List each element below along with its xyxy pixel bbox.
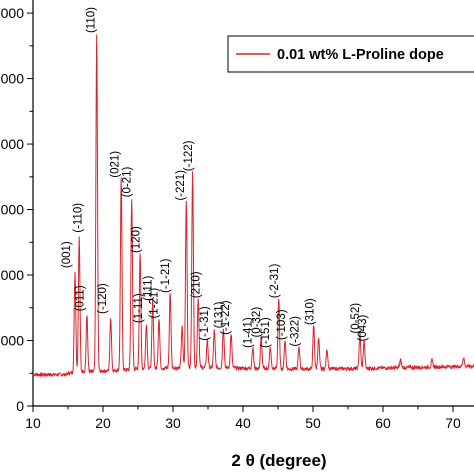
- legend-entry-0: 0.01 wt% L-Proline dope: [277, 47, 444, 63]
- y-tick-label: 000: [1, 333, 25, 349]
- x-tick-label: 70: [445, 415, 461, 431]
- peak-label: (120): [130, 226, 142, 253]
- x-tick-label: 40: [235, 415, 251, 431]
- peak-label: (1-21): [149, 288, 161, 319]
- peak-label: (001): [61, 241, 73, 268]
- peak-label: (-103): [276, 309, 288, 340]
- x-axis-title: 2 θ (degree): [231, 451, 326, 470]
- x-tick-label: 60: [375, 415, 391, 431]
- peak-label: (131): [214, 301, 226, 328]
- peak-label: (0-21): [121, 167, 133, 198]
- peak-label: (-151): [260, 317, 272, 348]
- x-tick-label: 20: [95, 415, 111, 431]
- series-group: [32, 34, 474, 378]
- peak-annotation-group: (001) (-110) (011) (110) (-120) (021)(0-21) (1…: [61, 7, 369, 348]
- y-tick-label: 0: [16, 398, 24, 414]
- axes: [32, 0, 474, 407]
- y-tick-label: 000: [1, 5, 25, 21]
- peak-label: (1-41): [242, 317, 254, 348]
- peak-label: (210): [191, 271, 203, 298]
- peak-label: (043): [357, 314, 369, 341]
- y-tick-label: 000: [1, 71, 25, 87]
- y-tick-label: 000: [1, 202, 25, 218]
- peak-label: (-110): [72, 203, 84, 233]
- peak-label: (-2-31): [269, 264, 281, 299]
- peak-label: (111): [142, 276, 154, 301]
- peak-label: (-122): [183, 140, 195, 171]
- peak-label: (-1-31): [199, 306, 211, 341]
- peak-label: (-322): [289, 316, 301, 347]
- peak-label: (-120): [97, 283, 109, 314]
- y-tick-label: 000: [1, 136, 25, 152]
- peak-label: (-1-21): [160, 258, 172, 293]
- peak-label: (0-52): [350, 303, 362, 334]
- legend: 0.01 wt% L-Proline dope: [227, 35, 474, 73]
- x-tick-label: 10: [25, 415, 41, 431]
- peak-label: (-221): [175, 170, 187, 201]
- peak-label: (-1-22): [220, 300, 232, 335]
- x-tick-label: 50: [305, 415, 321, 431]
- y-tick-label: 000: [1, 267, 25, 283]
- peak-label: (0-32): [251, 307, 263, 338]
- series-line-0: [32, 34, 474, 378]
- peak-label: (021): [109, 151, 121, 178]
- x-tick-label: 30: [165, 415, 181, 431]
- peak-label: (110): [86, 7, 98, 33]
- peak-label: (1-11): [133, 293, 145, 323]
- peak-label: (011): [74, 285, 86, 311]
- peak-label: (310): [305, 298, 317, 325]
